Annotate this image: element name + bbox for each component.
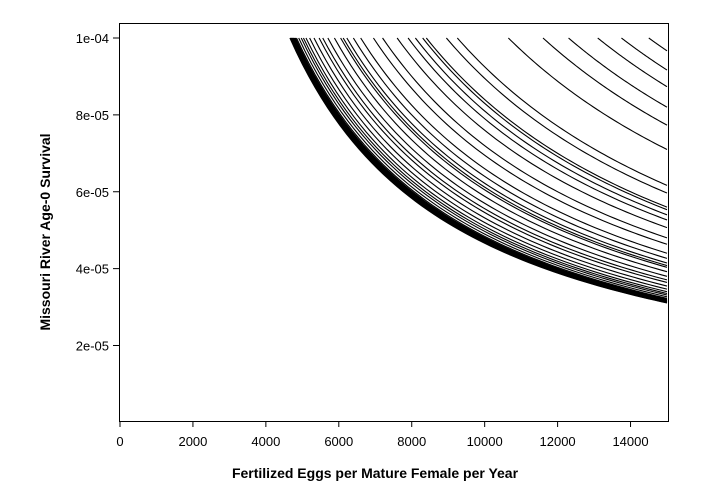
y-tick-label: 8e-05 xyxy=(76,108,109,123)
isocline-curve-39 xyxy=(456,37,668,186)
isocline-curve-41 xyxy=(542,37,668,126)
y-axis: 2e-05 4e-05 6e-05 8e-05 1e-04 xyxy=(76,31,119,354)
isocline-curve-38 xyxy=(445,37,668,194)
x-tick-label: 2000 xyxy=(178,434,207,449)
x-tick-label: 14000 xyxy=(612,434,648,449)
isocline-curve-20 xyxy=(309,37,668,290)
isocline-curve-10 xyxy=(292,37,668,302)
isocline-curve-25 xyxy=(333,37,668,273)
x-tick-label: 0 xyxy=(116,434,123,449)
isocline-curve-32 xyxy=(382,37,668,239)
isocline-curve-34 xyxy=(407,37,668,221)
isocline-curve-42 xyxy=(568,37,668,108)
isocline-curve-21 xyxy=(313,37,668,287)
isocline-curve-22 xyxy=(318,37,668,283)
isocline-curve-3 xyxy=(290,37,668,303)
x-tick-label: 4000 xyxy=(251,434,280,449)
y-axis-title: Missouri River Age-0 Survival xyxy=(37,133,53,330)
isocline-curve-43 xyxy=(597,37,668,88)
isocline-curve-30 xyxy=(360,37,668,254)
isocline-curve-33 xyxy=(396,37,668,229)
isocline-curve-15 xyxy=(296,37,668,299)
isocline-curve-17 xyxy=(300,37,668,296)
isocline-curve-23 xyxy=(322,37,668,281)
isocline-curve-26 xyxy=(340,37,668,268)
y-tick-label: 2e-05 xyxy=(76,339,109,354)
isocline-curve-7 xyxy=(291,37,668,302)
y-tick-label: 1e-04 xyxy=(76,31,109,46)
isocline-curve-14 xyxy=(294,37,668,300)
isocline-curve-40 xyxy=(507,37,668,150)
isocline-curve-44 xyxy=(621,37,668,71)
x-tick-label: 6000 xyxy=(324,434,353,449)
isocline-curve-9 xyxy=(292,37,668,302)
isocline-curve-19 xyxy=(305,37,668,293)
isocline-curve-18 xyxy=(302,37,668,295)
isocline-curve-6 xyxy=(291,37,668,303)
isocline-curve-31 xyxy=(372,37,668,245)
isocline-curve-36 xyxy=(422,37,668,211)
plot-frame xyxy=(119,23,669,422)
isocline-curve-8 xyxy=(291,37,668,302)
isocline-curve-11 xyxy=(293,37,668,301)
isocline-curve-5 xyxy=(290,37,668,303)
isocline-curve-4 xyxy=(290,37,668,303)
x-tick-label: 10000 xyxy=(467,434,503,449)
series-lines xyxy=(289,37,668,304)
isocline-curve-16 xyxy=(298,37,668,298)
isocline-curve-13 xyxy=(294,37,668,301)
isocline-curve-29 xyxy=(352,37,668,259)
isocline-curve-37 xyxy=(425,37,668,208)
isocline-curve-24 xyxy=(327,37,668,277)
isocline-curve-12 xyxy=(293,37,668,301)
isocline-curve-27 xyxy=(342,37,668,267)
x-tick-label: 8000 xyxy=(397,434,426,449)
x-tick-label: 12000 xyxy=(540,434,576,449)
x-axis: 0 2000 4000 6000 8000 10000 12000 14000 xyxy=(116,421,649,449)
y-tick-label: 6e-05 xyxy=(76,185,109,200)
isocline-curve-45 xyxy=(648,37,668,52)
x-axis-title: Fertilized Eggs per Mature Female per Ye… xyxy=(232,465,519,481)
isocline-curve-35 xyxy=(414,37,668,216)
isocline-curve-28 xyxy=(346,37,668,264)
y-tick-label: 4e-05 xyxy=(76,262,109,277)
